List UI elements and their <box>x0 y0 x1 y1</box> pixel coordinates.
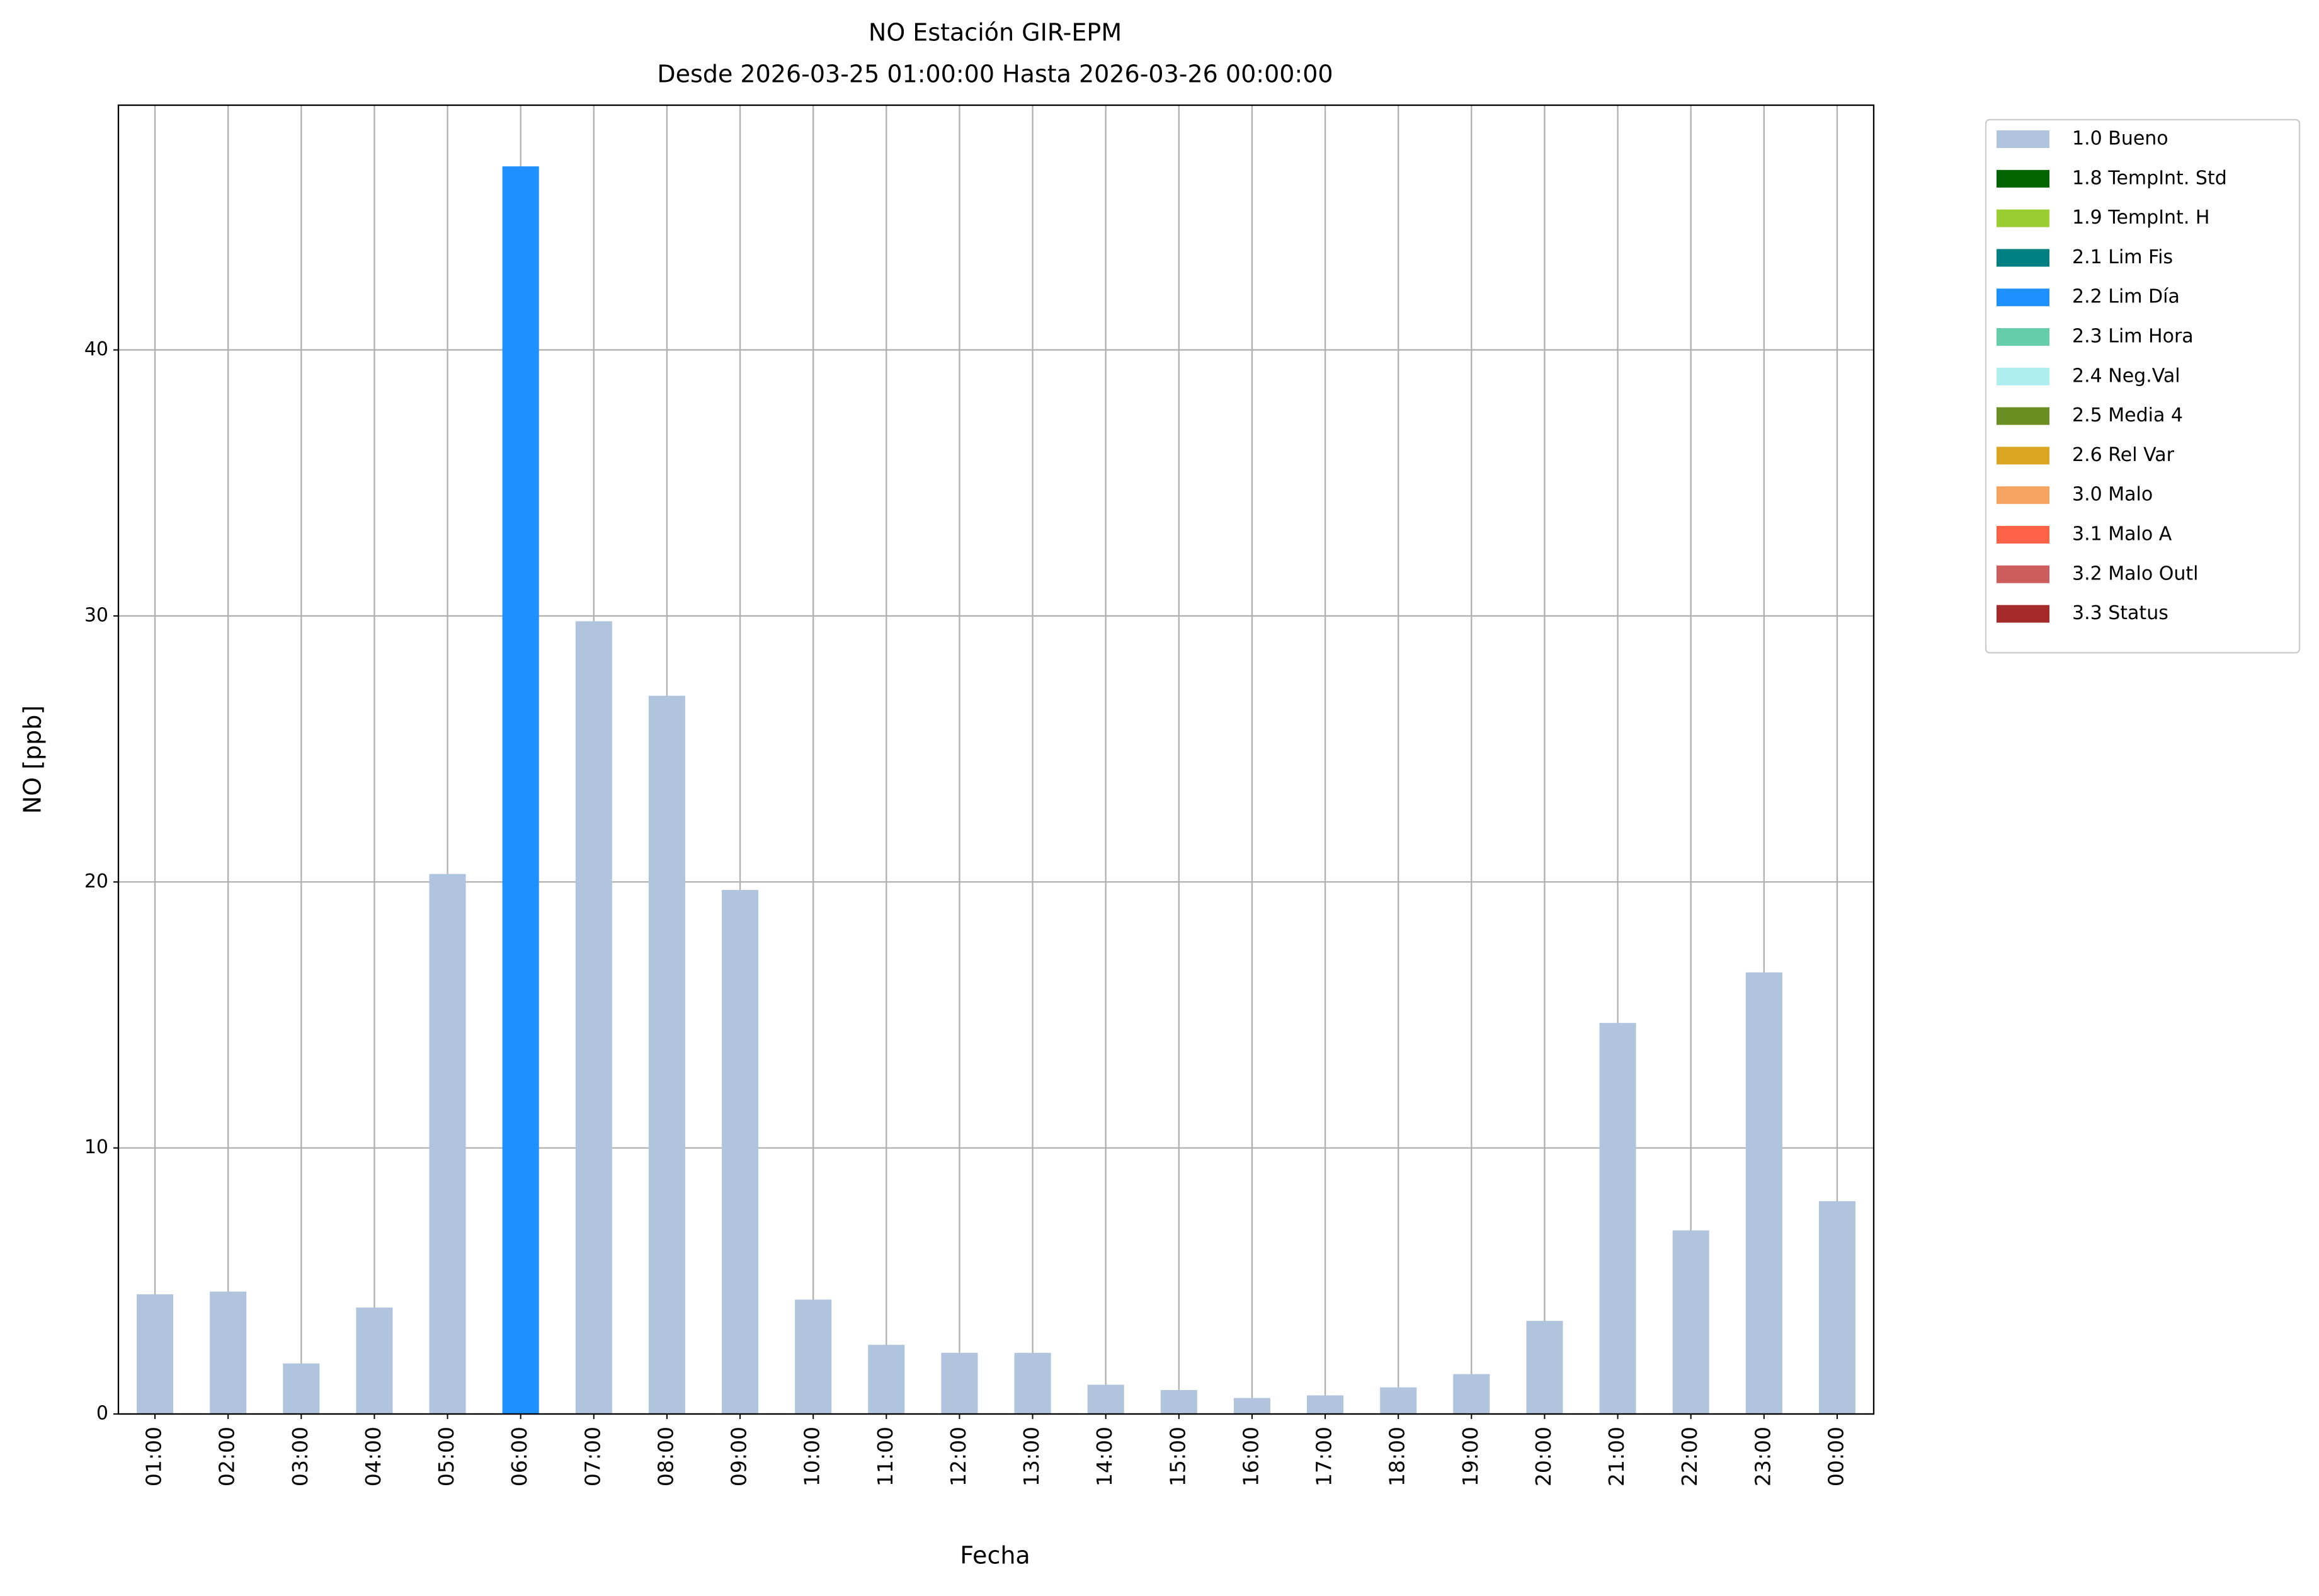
chart-subtitle: Desde 2026-03-25 01:00:00 Hasta 2026-03-… <box>657 60 1333 88</box>
legend-label: 2.2 Lim Día <box>2072 286 2180 308</box>
legend-swatch <box>1997 407 2049 425</box>
bar <box>137 1294 174 1414</box>
legend-label: 2.4 Neg.Val <box>2072 365 2180 387</box>
bar <box>1160 1389 1197 1414</box>
bar <box>575 621 612 1414</box>
legend-swatch <box>1997 605 2049 623</box>
x-tick-label: 08:00 <box>653 1427 678 1486</box>
bar <box>1233 1398 1270 1414</box>
legend-swatch <box>1997 249 2049 267</box>
y-tick-label: 10 <box>84 1136 108 1158</box>
legend-label: 1.8 TempInt. Std <box>2072 167 2227 189</box>
legend-swatch <box>1997 565 2049 583</box>
y-tick-label: 40 <box>84 338 108 360</box>
x-tick-label: 17:00 <box>1312 1427 1336 1486</box>
x-tick-label: 07:00 <box>580 1427 605 1486</box>
bar <box>429 874 466 1414</box>
bar <box>795 1299 832 1414</box>
legend-swatch <box>1997 169 2049 188</box>
y-tick-label: 0 <box>96 1403 108 1425</box>
legend-swatch <box>1997 486 2049 504</box>
legend-label: 3.0 Malo <box>2072 484 2153 506</box>
bar <box>1380 1387 1417 1414</box>
x-tick-label: 18:00 <box>1385 1427 1410 1486</box>
bar <box>283 1363 320 1414</box>
x-tick-label: 02:00 <box>215 1427 239 1486</box>
x-tick-label: 00:00 <box>1823 1427 1848 1486</box>
legend-label: 3.1 Malo A <box>2072 523 2172 545</box>
plot-frame <box>117 104 1875 1415</box>
legend-swatch <box>1997 526 2049 544</box>
legend-swatch <box>1997 130 2049 148</box>
x-tick-label: 11:00 <box>873 1427 897 1486</box>
legend-label: 1.9 TempInt. H <box>2072 207 2209 229</box>
legend-box <box>1985 118 2301 654</box>
x-tick-label: 01:00 <box>142 1427 166 1486</box>
bar <box>722 889 759 1414</box>
x-tick-label: 19:00 <box>1458 1427 1483 1486</box>
bar <box>1307 1395 1344 1414</box>
legend-swatch <box>1997 209 2049 227</box>
legend-label: 1.0 Bueno <box>2072 128 2168 150</box>
x-tick-label: 05:00 <box>434 1427 459 1486</box>
y-tick-label: 30 <box>84 604 108 626</box>
x-tick-label: 20:00 <box>1531 1427 1556 1486</box>
x-tick-label: 10:00 <box>800 1427 824 1486</box>
legend-label: 2.3 Lim Hora <box>2072 326 2194 348</box>
x-tick-label: 22:00 <box>1677 1427 1702 1486</box>
bar <box>941 1352 978 1414</box>
y-tick-label: 20 <box>84 870 108 892</box>
bar <box>1014 1352 1051 1414</box>
legend-label: 2.5 Media 4 <box>2072 404 2183 426</box>
x-tick-label: 03:00 <box>288 1427 312 1486</box>
x-tick-label: 09:00 <box>727 1427 751 1486</box>
legend-swatch <box>1997 328 2049 346</box>
legend-swatch <box>1997 447 2049 465</box>
chart-title: NO Estación GIR-EPM <box>869 19 1122 47</box>
x-tick-label: 13:00 <box>1019 1427 1044 1486</box>
bar <box>648 695 685 1414</box>
bar <box>502 166 539 1414</box>
legend-label: 2.1 Lim Fis <box>2072 246 2173 268</box>
x-tick-label: 16:00 <box>1238 1427 1263 1486</box>
bar <box>1818 1201 1855 1414</box>
x-tick-label: 23:00 <box>1750 1427 1775 1486</box>
bar <box>1453 1374 1490 1414</box>
bar <box>868 1345 905 1414</box>
legend-swatch <box>1997 367 2049 385</box>
bar <box>1599 1023 1636 1414</box>
x-tick-label: 21:00 <box>1604 1427 1629 1486</box>
x-tick-label: 06:00 <box>507 1427 532 1486</box>
x-tick-label: 12:00 <box>946 1427 971 1486</box>
x-tick-label: 15:00 <box>1165 1427 1190 1486</box>
bar <box>1672 1230 1709 1414</box>
bar <box>1745 972 1782 1414</box>
bar <box>1087 1384 1124 1414</box>
x-tick-label: 14:00 <box>1092 1427 1117 1486</box>
legend-label: 3.3 Status <box>2072 602 2168 624</box>
legend-label: 3.2 Malo Outl <box>2072 562 2198 584</box>
bar <box>1526 1321 1563 1414</box>
bar <box>356 1308 393 1414</box>
x-tick-label: 04:00 <box>361 1427 385 1486</box>
legend-label: 2.6 Rel Var <box>2072 444 2175 466</box>
y-axis-label: NO [ppb] <box>19 705 47 814</box>
bar <box>210 1291 247 1414</box>
legend-swatch <box>1997 288 2049 307</box>
x-axis-label: Fecha <box>960 1542 1030 1570</box>
